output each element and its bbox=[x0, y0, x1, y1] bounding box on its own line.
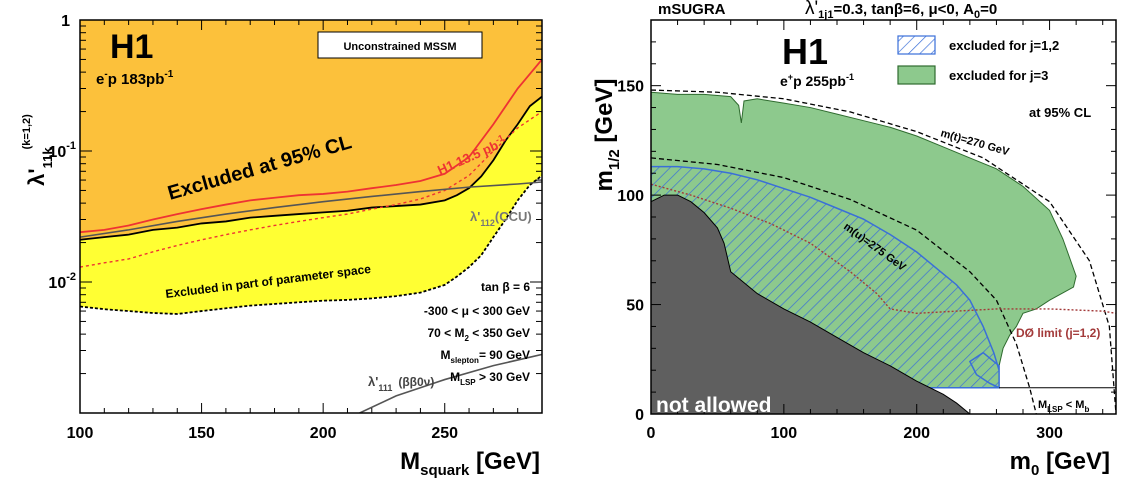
model-box-label: Unconstrained MSSM bbox=[343, 41, 456, 53]
right-y-tick-label: 0 bbox=[635, 407, 644, 424]
right-y-axis-title: m1/2 [GeV] bbox=[591, 79, 623, 192]
excluded-95cl-region bbox=[80, 20, 542, 240]
d0-limit-label: DØ limit (j=1,2) bbox=[1016, 326, 1100, 340]
param-tanbeta: tan β = 6 bbox=[481, 280, 530, 294]
legend-swatch-j12 bbox=[897, 35, 936, 55]
ccu-label: λ'112(CCU) bbox=[470, 209, 532, 228]
right-y-tick-label: 50 bbox=[626, 298, 644, 315]
stop-mass-contour bbox=[651, 89, 1116, 414]
left-y-axis-title: λ'11k(k=1,2) bbox=[21, 114, 55, 186]
left-x-tick-label: 200 bbox=[310, 425, 337, 442]
ccu-limit-line bbox=[80, 181, 542, 238]
cl-label: at 95% CL bbox=[1029, 105, 1091, 120]
right-chart: 0 100 200 300 0 50 100 150 mSUGRA λ'1j1=0.3, ta… bbox=[591, 0, 1117, 479]
right-x-tick-label: 100 bbox=[771, 425, 798, 442]
param-m2: 70 < M2 < 350 GeV bbox=[427, 326, 530, 343]
excluded-95cl-boundary bbox=[80, 95, 542, 241]
right-x-tick-label: 300 bbox=[1036, 425, 1063, 442]
param-mlsp: MLSP > 30 GeV bbox=[450, 370, 530, 387]
legend-swatch-j3 bbox=[897, 65, 936, 85]
left-dataset-label: e-p 183pb-1 bbox=[96, 69, 174, 88]
sup-mass-contour bbox=[651, 157, 1037, 414]
h1-previous-partial-line bbox=[80, 110, 542, 268]
right-x-tick-label: 0 bbox=[647, 425, 656, 442]
d0-limit-line bbox=[651, 183, 1116, 315]
left-chart: 100 150 200 250 1 10-1 10-2 H1 e-p 183pb-1 Unc… bbox=[21, 13, 543, 479]
h1-previous-limit-line bbox=[80, 58, 542, 234]
right-x-tick-label: 200 bbox=[903, 425, 930, 442]
right-x-axis-title: m0 [GeV] bbox=[1010, 448, 1110, 479]
not-allowed-label: not allowed bbox=[656, 394, 772, 417]
partial-exclusion-boundary bbox=[80, 174, 542, 315]
right-experiment-label: H1 bbox=[782, 31, 828, 72]
left-x-tick-label: 150 bbox=[188, 425, 215, 442]
param-mslepton: Mslepton= 90 GeV bbox=[441, 348, 531, 365]
right-title-right: λ'1j1=0.3, tanβ=6, μ<0, A0=0 bbox=[805, 0, 997, 21]
partial-exclusion-region bbox=[80, 96, 542, 314]
left-x-tick-label: 250 bbox=[431, 425, 458, 442]
model-box bbox=[317, 31, 483, 59]
left-y-tick-label: 10-1 bbox=[48, 140, 76, 161]
param-mu: -300 < μ < 300 GeV bbox=[424, 304, 530, 318]
left-plot-frame bbox=[79, 19, 543, 414]
left-y-tick-label: 10-2 bbox=[48, 271, 76, 292]
left-y-tick-label: 1 bbox=[61, 13, 70, 30]
left-x-tick-label: 100 bbox=[67, 425, 94, 442]
mlsp-mb-label: MLSP < Mb bbox=[1038, 399, 1089, 414]
left-experiment-label: H1 bbox=[110, 28, 153, 66]
right-dataset-label: e+p 255pb-1 bbox=[780, 72, 854, 89]
right-y-tick-label: 100 bbox=[617, 188, 644, 205]
legend-label-j3: excluded for j=3 bbox=[949, 68, 1048, 83]
bb0v-label: λ'111 (ββ0ν) bbox=[368, 374, 434, 393]
right-title-left: mSUGRA bbox=[658, 1, 726, 18]
bb0v-limit-line bbox=[359, 353, 542, 413]
right-y-tick-label: 150 bbox=[617, 79, 644, 96]
left-x-axis-title: Msquark [GeV] bbox=[400, 448, 540, 479]
not-allowed-region bbox=[651, 194, 971, 414]
legend-label-j12: excluded for j=1,2 bbox=[949, 38, 1059, 53]
